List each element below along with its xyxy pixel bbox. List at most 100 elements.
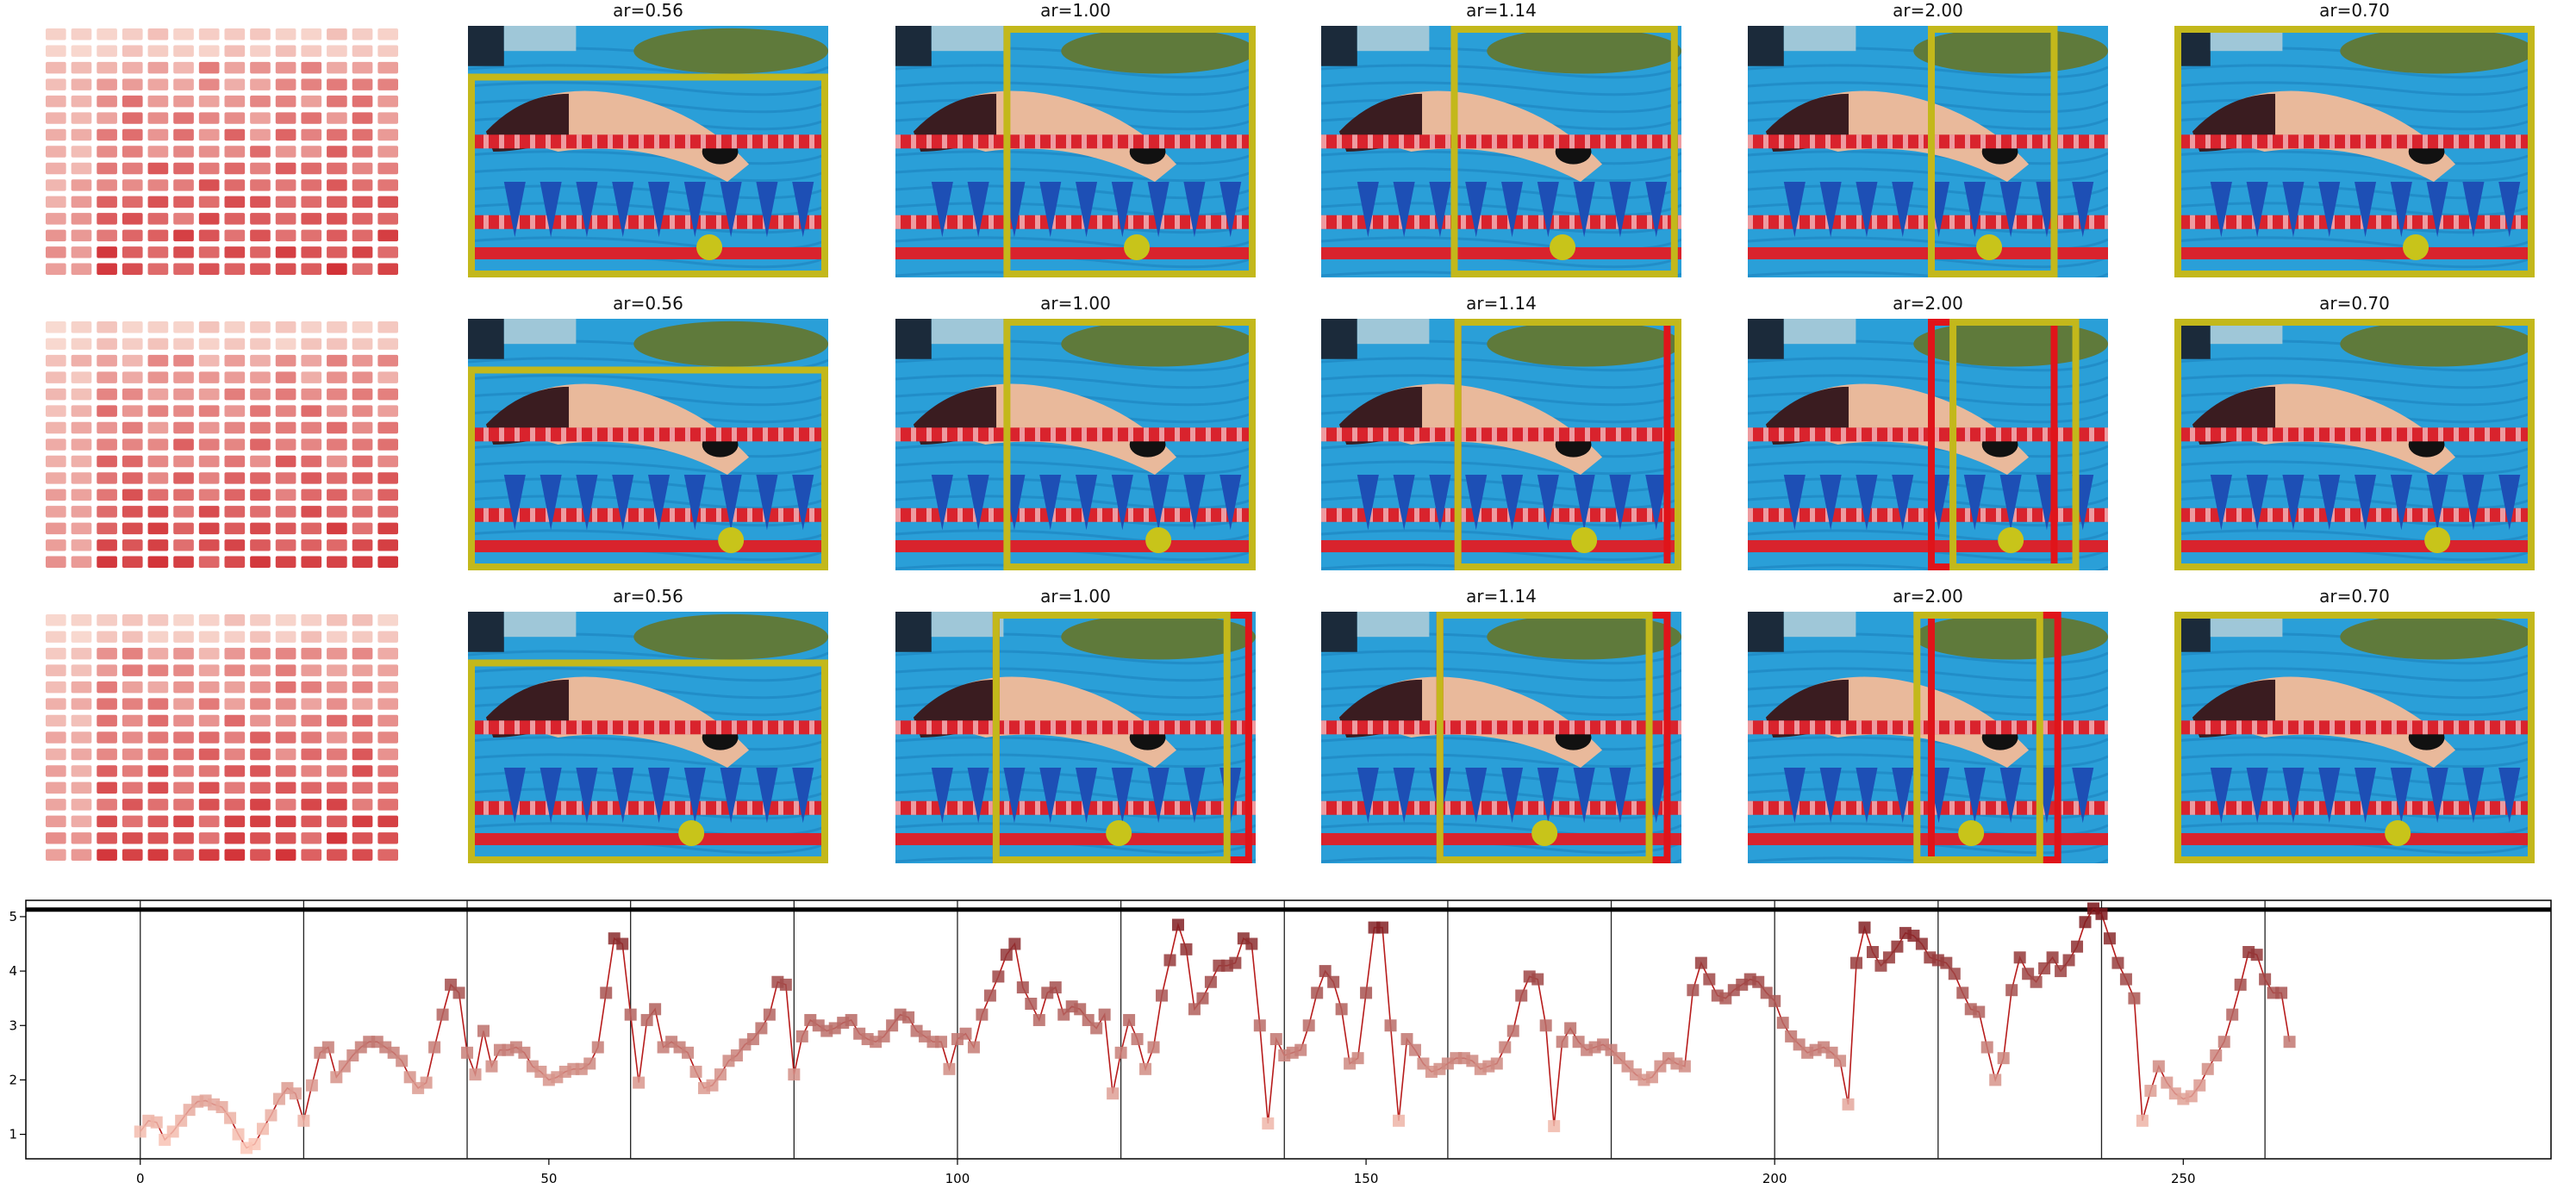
center-dot xyxy=(1550,233,1576,260)
aspect-ratio-label: ar=2.00 xyxy=(1893,586,1963,607)
crop-panel: ar=0.56 xyxy=(468,0,828,277)
data-point xyxy=(1539,1019,1552,1032)
data-point xyxy=(682,1046,695,1059)
data-point xyxy=(1090,1022,1103,1035)
data-point xyxy=(1188,1003,1201,1016)
x-tick-label: 150 xyxy=(1354,1171,1379,1186)
data-point xyxy=(1163,954,1176,967)
attention-heatmap-icon xyxy=(46,614,398,861)
swimmer-photo-icon xyxy=(1321,26,1681,277)
data-point xyxy=(1678,1060,1691,1073)
crop-panel: ar=0.56 xyxy=(468,293,828,570)
data-point xyxy=(1123,1013,1136,1026)
data-point xyxy=(1376,921,1389,934)
data-point xyxy=(1564,1022,1577,1035)
data-point xyxy=(1294,1043,1307,1056)
data-point xyxy=(591,1041,604,1054)
data-point xyxy=(2152,1060,2165,1073)
data-point xyxy=(1335,1003,1348,1016)
data-point xyxy=(1882,951,1895,964)
data-point xyxy=(330,1071,343,1084)
data-point xyxy=(1269,1033,1282,1046)
data-point xyxy=(428,1041,441,1054)
data-point xyxy=(1147,1041,1160,1054)
data-point xyxy=(305,1079,318,1092)
data-point xyxy=(1032,1013,1045,1026)
data-point xyxy=(779,978,792,991)
swimmer-photo-icon xyxy=(1321,319,1681,570)
crop-box-yellow xyxy=(2174,26,2535,277)
data-point xyxy=(633,1076,646,1089)
data-point xyxy=(403,1071,416,1084)
data-point xyxy=(2062,954,2075,967)
data-point xyxy=(461,1046,474,1059)
data-point xyxy=(1956,986,1969,999)
data-point xyxy=(1319,965,1332,978)
data-point xyxy=(150,1116,163,1129)
crop-box-yellow xyxy=(1928,26,2058,277)
data-point xyxy=(1400,1033,1413,1046)
data-point xyxy=(232,1128,245,1141)
data-point xyxy=(452,986,465,999)
data-point xyxy=(2201,1062,2214,1075)
aspect-ratio-label: ar=1.00 xyxy=(1040,586,1111,607)
data-point xyxy=(1776,1017,1789,1030)
crop-box-yellow xyxy=(468,366,828,570)
data-point xyxy=(2144,1085,2157,1098)
crop-panel: ar=2.00 xyxy=(1748,586,2108,863)
data-point xyxy=(2234,978,2247,991)
data-point xyxy=(2111,956,2124,969)
swimmer-photo-icon xyxy=(468,612,828,863)
data-point xyxy=(338,1060,351,1073)
data-point xyxy=(902,1011,915,1024)
data-point xyxy=(1384,1019,1397,1032)
data-point xyxy=(297,1114,310,1127)
aspect-ratio-label: ar=1.14 xyxy=(1466,0,1537,21)
data-point xyxy=(935,1036,948,1049)
aspect-ratio-label: ar=1.00 xyxy=(1040,293,1111,314)
data-point xyxy=(1302,1019,1315,1032)
swimmer-photo-icon xyxy=(2174,26,2535,277)
center-dot xyxy=(696,233,723,260)
data-point xyxy=(2275,986,2288,999)
data-point xyxy=(714,1068,727,1081)
center-dot xyxy=(2385,819,2411,846)
crop-box-yellow xyxy=(1913,612,2043,863)
data-point xyxy=(1107,1087,1120,1100)
center-dot xyxy=(1571,526,1598,553)
data-point xyxy=(1016,981,1029,994)
data-point xyxy=(1548,1120,1561,1133)
data-point xyxy=(436,1008,449,1021)
y-tick-label: 5 xyxy=(9,909,17,924)
crop-box-yellow xyxy=(468,659,828,863)
center-dot xyxy=(1531,819,1558,846)
data-point xyxy=(886,1019,899,1032)
crop-box-yellow xyxy=(992,612,1231,863)
data-point xyxy=(1049,981,1062,994)
data-point xyxy=(730,1049,743,1061)
crop-panel: ar=1.14 xyxy=(1321,586,1681,863)
data-point xyxy=(649,1003,662,1016)
data-point xyxy=(1245,937,1258,950)
data-point xyxy=(2210,1049,2223,1061)
data-point xyxy=(1204,975,1217,988)
center-dot xyxy=(678,819,705,846)
data-point xyxy=(1253,1019,1266,1032)
crop-panel: ar=0.70 xyxy=(2174,0,2535,277)
data-point xyxy=(2005,984,2018,997)
crop-box-yellow xyxy=(1436,612,1653,863)
data-point xyxy=(1915,937,1928,950)
data-point xyxy=(2161,1076,2174,1089)
crop-box-yellow xyxy=(1003,319,1256,570)
data-point xyxy=(1351,1052,1364,1065)
data-point xyxy=(624,1008,637,1021)
swimmer-photo-icon xyxy=(895,319,1256,570)
crop-panel: ar=0.56 xyxy=(468,586,828,863)
data-point xyxy=(706,1079,719,1092)
data-point xyxy=(1850,956,1863,969)
data-point xyxy=(175,1114,188,1127)
data-point xyxy=(1499,1041,1512,1054)
data-point xyxy=(272,1092,285,1105)
attention-heatmap-icon xyxy=(46,321,398,568)
data-point xyxy=(1360,986,1373,999)
